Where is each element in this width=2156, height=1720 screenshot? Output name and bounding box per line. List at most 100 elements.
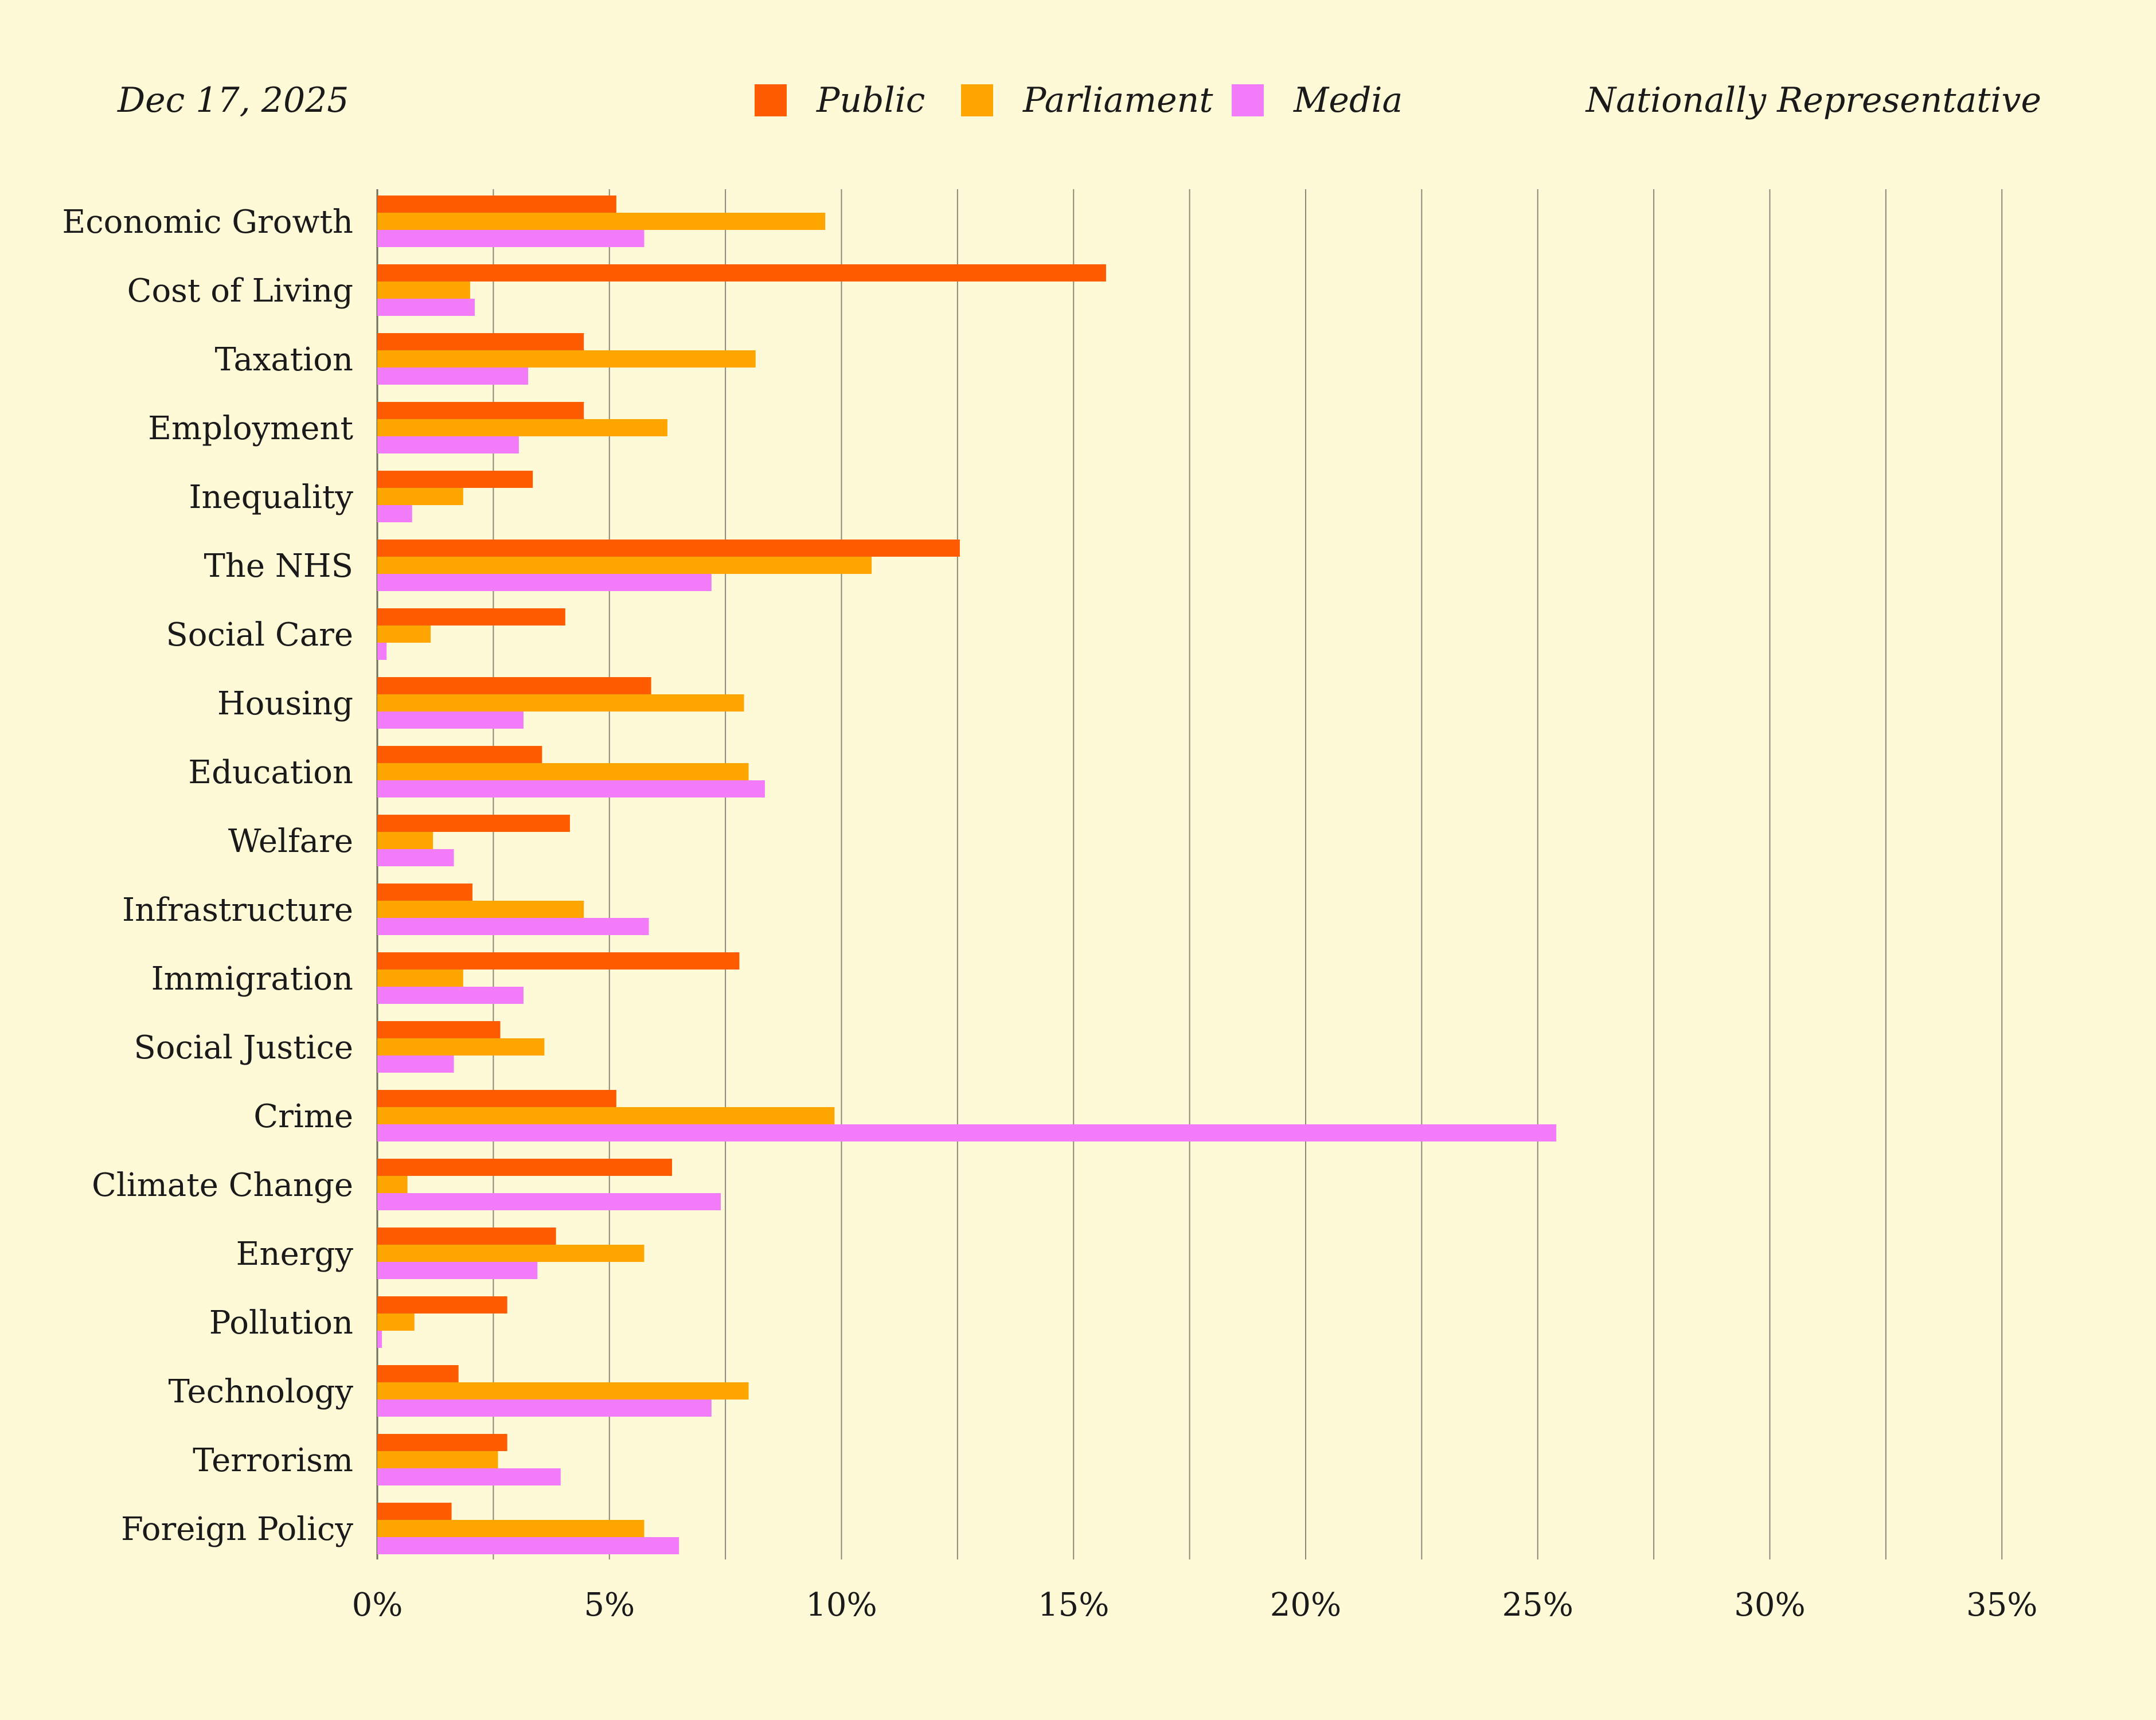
legend-label-parliament: Parliament	[1023, 80, 1213, 120]
bar-parliament-economic-growth	[377, 213, 826, 230]
bar-media-employment	[377, 436, 519, 454]
bar-public-immigration	[377, 952, 740, 970]
bar-parliament-foreign-policy	[377, 1520, 645, 1537]
bar-public-the-nhs	[377, 540, 960, 557]
bar-media-infrastructure	[377, 918, 649, 935]
category-label-social-justice: Social Justice	[134, 1029, 353, 1066]
x-tick-label: 35%	[1966, 1586, 2037, 1624]
bar-parliament-the-nhs	[377, 557, 872, 574]
bar-media-cost-of-living	[377, 299, 475, 316]
bar-parliament-inequality	[377, 488, 463, 505]
category-label-pollution: Pollution	[209, 1304, 353, 1342]
category-label-climate-change: Climate Change	[92, 1167, 353, 1204]
bars	[377, 196, 1557, 1554]
bar-public-inequality	[377, 471, 533, 488]
bar-public-economic-growth	[377, 196, 616, 213]
x-tick-label: 25%	[1502, 1586, 1573, 1624]
bar-media-the-nhs	[377, 574, 712, 591]
bar-parliament-crime	[377, 1107, 835, 1124]
bar-public-energy	[377, 1228, 556, 1245]
x-tick-label: 30%	[1734, 1586, 1805, 1624]
bar-public-employment	[377, 402, 584, 419]
bar-public-crime	[377, 1090, 616, 1107]
bar-media-housing	[377, 712, 524, 729]
bar-media-taxation	[377, 368, 529, 385]
bar-media-climate-change	[377, 1193, 721, 1210]
legend-label-media: Media	[1294, 80, 1403, 120]
bar-public-welfare	[377, 815, 570, 832]
bar-public-education	[377, 746, 542, 763]
category-labels: Economic Growth Cost of Living Taxation Emp…	[62, 204, 353, 1548]
bar-public-pollution	[377, 1296, 507, 1314]
bar-media-energy	[377, 1262, 538, 1279]
bar-public-social-care	[377, 608, 565, 626]
bar-parliament-pollution	[377, 1314, 415, 1331]
category-label-crime: Crime	[253, 1098, 353, 1135]
category-label-inequality: Inequality	[189, 479, 353, 516]
bar-public-housing	[377, 677, 651, 694]
bar-parliament-social-care	[377, 626, 431, 643]
x-tick-label: 5%	[584, 1586, 635, 1624]
legend-swatch-public	[755, 84, 787, 116]
bar-media-crime	[377, 1124, 1557, 1142]
bar-media-inequality	[377, 505, 412, 522]
bar-media-education	[377, 780, 765, 798]
gridlines	[376, 189, 2003, 1559]
x-axis-ticks: 0% 5% 10% 15% 20% 25% 30% 35%	[352, 1586, 2038, 1624]
bar-public-foreign-policy	[377, 1503, 452, 1520]
bar-media-terrorism	[377, 1468, 561, 1486]
bar-public-climate-change	[377, 1159, 673, 1176]
bar-media-foreign-policy	[377, 1537, 679, 1554]
bar-public-taxation	[377, 333, 584, 350]
category-label-social-care: Social Care	[166, 616, 353, 654]
x-tick-label: 0%	[352, 1586, 403, 1624]
bar-parliament-immigration	[377, 970, 463, 987]
category-label-terrorism: Terrorism	[193, 1442, 353, 1479]
date-label: Dec 17, 2025	[118, 80, 349, 120]
bar-media-social-justice	[377, 1056, 454, 1073]
bar-media-welfare	[377, 849, 454, 866]
category-label-welfare: Welfare	[228, 823, 353, 860]
bar-parliament-employment	[377, 419, 667, 436]
bar-parliament-welfare	[377, 832, 433, 849]
bar-parliament-terrorism	[377, 1451, 498, 1468]
bar-parliament-cost-of-living	[377, 282, 470, 299]
legend-label-public: Public	[817, 80, 925, 120]
category-label-cost-of-living: Cost of Living	[127, 272, 353, 310]
bar-media-immigration	[377, 987, 524, 1004]
category-label-foreign-policy: Foreign Policy	[121, 1511, 353, 1548]
category-label-energy: Energy	[236, 1236, 354, 1273]
x-tick-label: 15%	[1038, 1586, 1109, 1624]
bar-public-infrastructure	[377, 884, 472, 901]
bar-parliament-education	[377, 763, 749, 780]
legend-item-public[interactable]: Public	[755, 80, 925, 120]
legend-swatch-parliament	[961, 84, 993, 116]
bar-parliament-climate-change	[377, 1176, 408, 1193]
legend-item-parliament[interactable]: Parliament	[961, 80, 1213, 120]
bar-media-pollution	[377, 1331, 382, 1348]
category-label-taxation: Taxation	[214, 341, 353, 378]
legend-swatch-media	[1232, 84, 1264, 116]
category-label-housing: Housing	[217, 685, 353, 722]
bar-public-social-justice	[377, 1021, 501, 1038]
category-label-the-nhs: The NHS	[204, 548, 353, 585]
x-tick-label: 20%	[1270, 1586, 1341, 1624]
bar-parliament-infrastructure	[377, 901, 584, 918]
bar-parliament-social-justice	[377, 1038, 545, 1056]
legend-item-media[interactable]: Media	[1232, 80, 1403, 120]
bar-parliament-taxation	[377, 350, 756, 368]
category-label-immigration: Immigration	[151, 960, 353, 998]
bar-public-technology	[377, 1365, 459, 1382]
category-label-technology: Technology	[169, 1373, 354, 1410]
category-label-employment: Employment	[148, 410, 353, 447]
category-label-economic-growth: Economic Growth	[62, 204, 353, 241]
category-label-infrastructure: Infrastructure	[122, 892, 353, 929]
category-label-education: Education	[188, 754, 353, 791]
bar-media-economic-growth	[377, 230, 645, 247]
bar-parliament-energy	[377, 1245, 645, 1262]
bar-public-cost-of-living	[377, 264, 1106, 282]
bar-parliament-technology	[377, 1382, 749, 1400]
bar-media-technology	[377, 1400, 712, 1417]
x-tick-label: 10%	[806, 1586, 877, 1624]
